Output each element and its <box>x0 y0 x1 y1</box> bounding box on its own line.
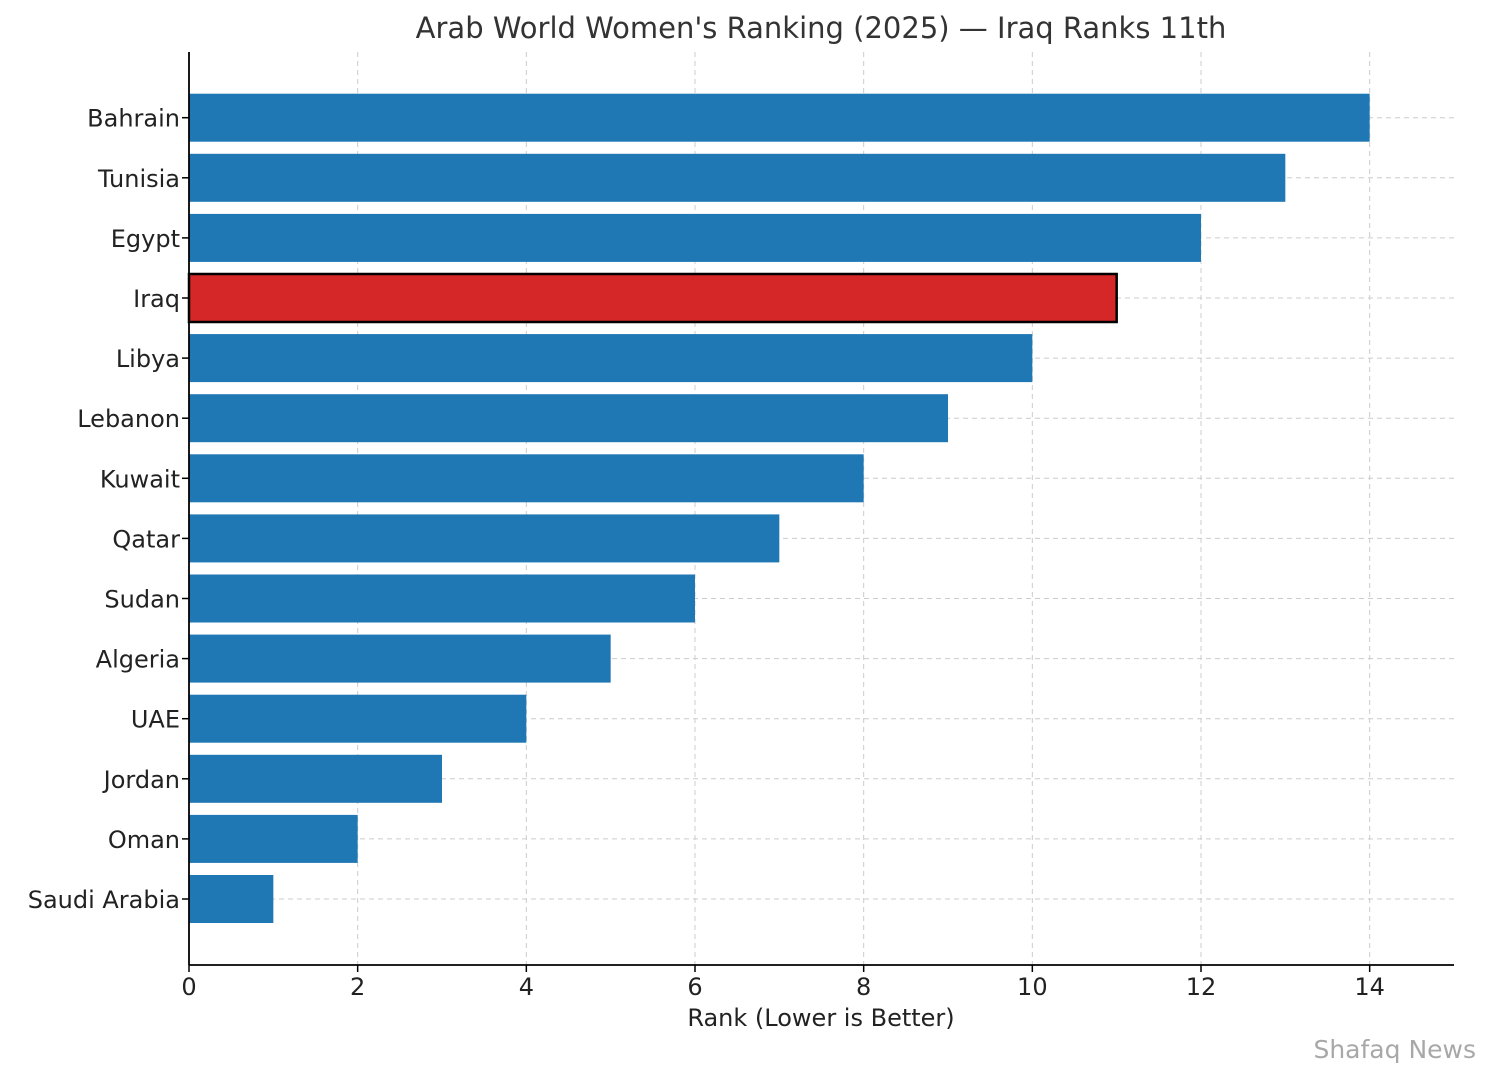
bar-sudan <box>189 574 695 623</box>
x-tick-label: 14 <box>1354 973 1385 1001</box>
bar-algeria <box>189 634 611 683</box>
y-tick-label: Bahrain <box>87 105 180 133</box>
y-tick-label: Oman <box>108 826 180 854</box>
x-tick-label: 0 <box>181 973 196 1001</box>
x-tick-label: 10 <box>1017 973 1048 1001</box>
bar-oman <box>189 814 358 863</box>
bar-egypt <box>189 213 1201 262</box>
bars <box>187 93 1370 923</box>
y-tick-label: Jordan <box>102 766 180 794</box>
bar-qatar <box>189 514 780 563</box>
bar-libya <box>189 334 1033 383</box>
y-tick-label: Tunisia <box>97 165 180 193</box>
bar-uae <box>189 694 527 743</box>
y-tick-label: Lebanon <box>77 405 180 433</box>
y-tick-label: Algeria <box>96 646 180 674</box>
bar-lebanon <box>189 394 948 443</box>
x-tick-label: 6 <box>687 973 702 1001</box>
y-ticks: Saudi Arabia Oman Jordan UAE Algeria Sudan Qat… <box>28 105 189 914</box>
x-tick-label: 12 <box>1186 973 1217 1001</box>
axes <box>188 52 1454 966</box>
watermark: Shafaq News <box>1313 1035 1476 1064</box>
bar-kuwait <box>189 454 864 503</box>
y-tick-label: Iraq <box>133 285 180 313</box>
chart-title: Arab World Women's Ranking (2025) — Iraq… <box>416 11 1227 45</box>
y-tick-label: Kuwait <box>100 465 180 493</box>
bar-jordan <box>189 754 442 803</box>
x-axis-label: Rank (Lower is Better) <box>687 1004 954 1032</box>
y-tick-label: Sudan <box>104 586 180 614</box>
y-tick-label: Libya <box>116 345 180 373</box>
y-tick-label: Qatar <box>112 525 180 553</box>
bar-bahrain <box>189 93 1370 142</box>
x-ticks: 0 2 4 6 8 10 12 14 <box>181 965 1385 1001</box>
y-tick-label: Saudi Arabia <box>28 886 180 914</box>
y-tick-label: Egypt <box>111 225 180 253</box>
x-tick-label: 8 <box>856 973 871 1001</box>
x-tick-label: 2 <box>350 973 365 1001</box>
x-tick-label: 4 <box>519 973 534 1001</box>
bar-tunisia <box>189 153 1286 202</box>
y-tick-label: UAE <box>131 706 180 734</box>
bar-iraq <box>187 272 1118 324</box>
bar-saudi-arabia <box>189 875 274 923</box>
